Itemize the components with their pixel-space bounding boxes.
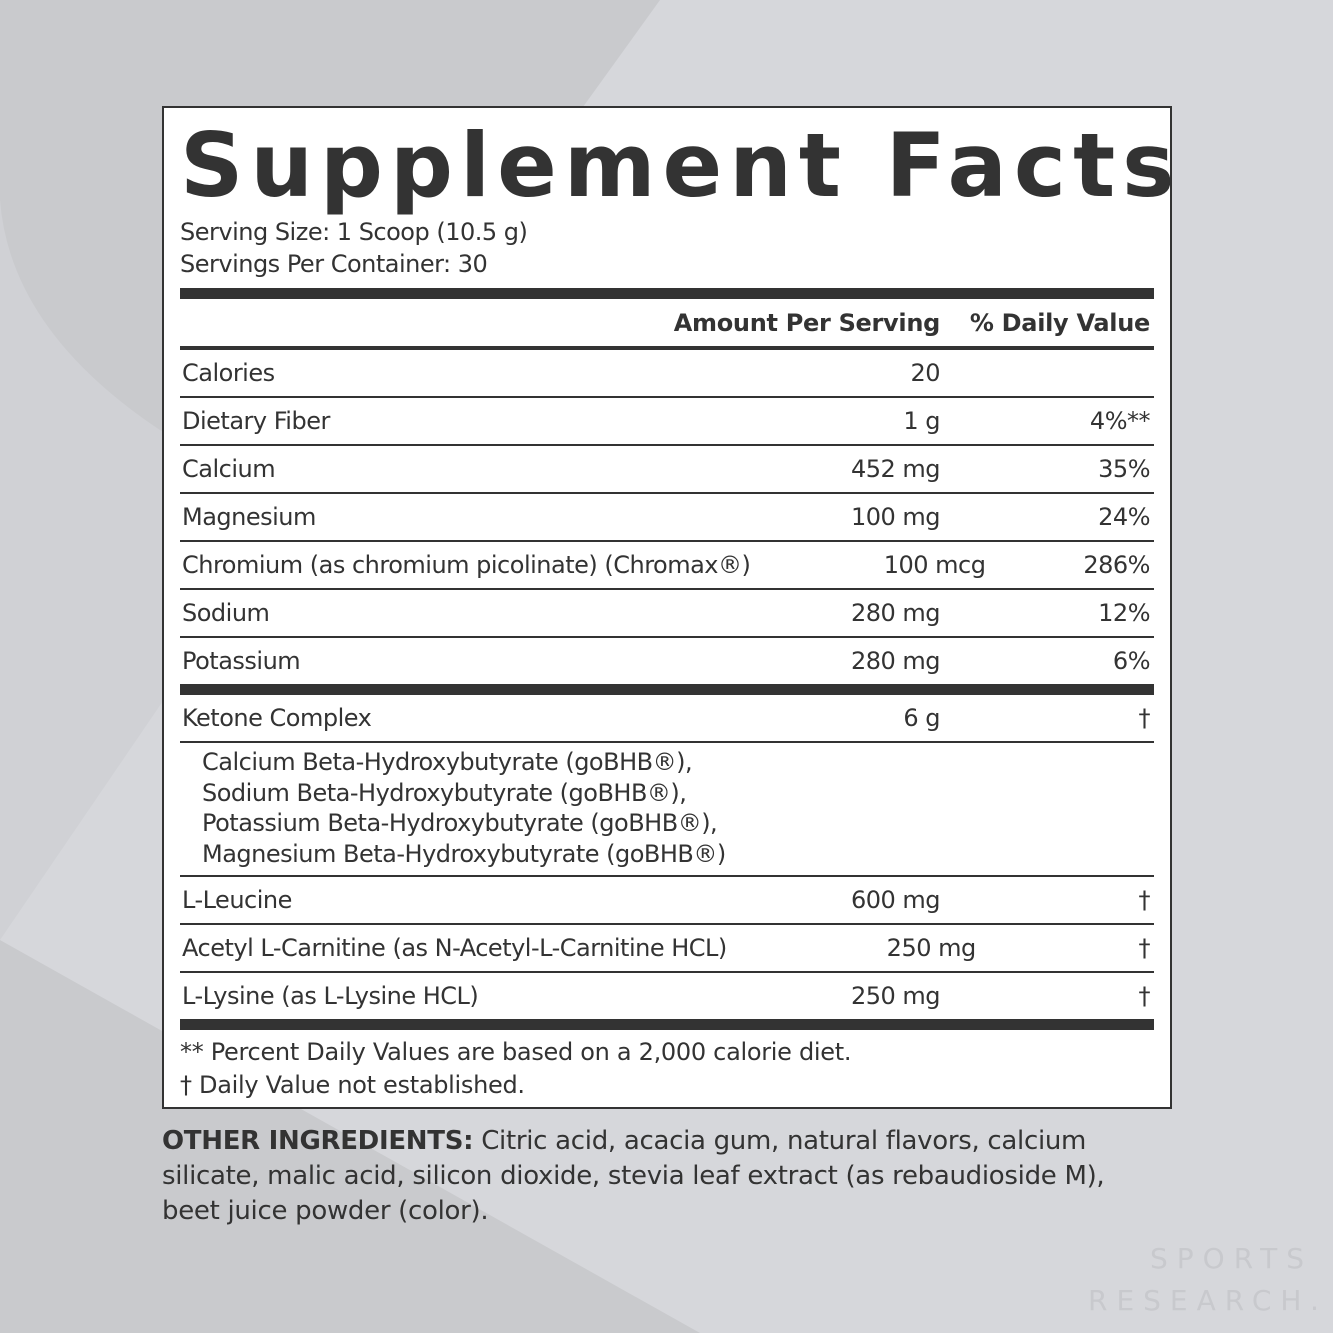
brand-line: RESEARCH.: [1088, 1284, 1328, 1317]
table-row: L-Leucine 600 mg †: [180, 877, 1154, 925]
table-row: Chromium (as chromium picolinate) (Chrom…: [180, 542, 1154, 590]
nutrient-name: Sodium: [182, 599, 270, 627]
nutrient-dv: 24%: [1098, 503, 1150, 531]
table-row: Ketone Complex 6 g †: [180, 695, 1154, 743]
table-row: Calories 20: [180, 350, 1154, 398]
nutrient-dv: †: [1138, 982, 1151, 1010]
nutrient-name: Magnesium: [182, 503, 316, 531]
nutrient-amount: 600 mg: [850, 886, 941, 914]
nutrient-name: Potassium: [182, 647, 301, 675]
nutrient-name: Chromium (as chromium picolinate) (Chrom…: [182, 551, 751, 579]
footnote: ** Percent Daily Values are based on a 2…: [180, 1038, 852, 1066]
divider: [180, 1019, 1154, 1030]
nutrient-name: Calories: [182, 359, 275, 387]
table-row: Calcium 452 mg 35%: [180, 446, 1154, 494]
other-ingredients-text: Citric acid, acacia gum, natural flavors…: [162, 1126, 1105, 1226]
nutrient-name: L-Leucine: [182, 886, 292, 914]
table-row: Dietary Fiber 1 g 4%**: [180, 398, 1154, 446]
serving-size: Serving Size: 1 Scoop (10.5 g): [180, 218, 528, 246]
nutrient-dv: 35%: [1098, 455, 1150, 483]
nutrient-name: Dietary Fiber: [182, 407, 330, 435]
table-row: Acetyl L-Carnitine (as N-Acetyl-L-Carnit…: [180, 925, 1154, 973]
nutrient-amount: 100 mg: [850, 503, 941, 531]
nutrient-name: Acetyl L-Carnitine (as N-Acetyl-L-Carnit…: [182, 934, 727, 962]
nutrient-amount: 280 mg: [850, 647, 941, 675]
other-ingredients-label: OTHER INGREDIENTS:: [162, 1126, 474, 1156]
table-header: Amount Per Serving % Daily Value: [180, 299, 1154, 350]
nutrient-amount: 1 g: [903, 407, 940, 435]
nutrient-amount: 6 g: [903, 704, 940, 732]
component: Potassium Beta-Hydroxybutyrate (goBHB®),: [202, 809, 718, 837]
nutrient-dv: 4%**: [1089, 407, 1151, 435]
divider: [180, 684, 1154, 695]
other-ingredients: OTHER INGREDIENTS: Citric acid, acacia g…: [162, 1124, 1142, 1229]
nutrient-dv: 12%: [1098, 599, 1150, 627]
brand-line: SPORTS: [1150, 1242, 1313, 1275]
ketone-components: Calcium Beta-Hydroxybutyrate (goBHB®), S…: [180, 743, 1154, 877]
component: Magnesium Beta-Hydroxybutyrate (goBHB®): [202, 839, 726, 868]
dv-header: % Daily Value: [969, 308, 1150, 337]
nutrient-dv: 6%: [1112, 647, 1151, 675]
nutrient-dv: 286%: [1083, 551, 1150, 579]
page-title: Supplement Facts: [180, 114, 1182, 217]
table-row: Magnesium 100 mg 24%: [180, 494, 1154, 542]
component: Calcium Beta-Hydroxybutyrate (goBHB®),: [202, 748, 693, 776]
amount-header: Amount Per Serving: [673, 308, 941, 337]
supplement-facts-panel: Supplement Facts Serving Size: 1 Scoop (…: [162, 106, 1182, 1109]
nutrient-name: Calcium: [182, 455, 276, 483]
nutrient-amount: 280 mg: [850, 599, 941, 627]
table-row: L-Lysine (as L-Lysine HCL) 250 mg †: [180, 973, 1154, 1019]
table-row: Sodium 280 mg 12%: [180, 590, 1154, 638]
nutrient-dv: †: [1138, 886, 1151, 914]
nutrient-name: L-Lysine (as L-Lysine HCL): [182, 982, 479, 1010]
nutrient-amount: 452 mg: [850, 455, 941, 483]
nutrient-amount: 100 mcg: [883, 551, 986, 579]
nutrient-name: Ketone Complex: [182, 704, 372, 732]
servings-per-container: Servings Per Container: 30: [180, 250, 488, 278]
brand-logo: SPORTS RESEARCH.: [1088, 1238, 1328, 1322]
nutrient-dv: †: [1138, 704, 1151, 732]
nutrient-amount: 20: [910, 359, 940, 387]
component: Sodium Beta-Hydroxybutyrate (goBHB®),: [202, 778, 687, 807]
table-row: Potassium 280 mg 6%: [180, 638, 1154, 684]
nutrient-amount: 250 mg: [886, 934, 977, 962]
divider: [180, 288, 1154, 299]
nutrient-dv: †: [1138, 934, 1151, 962]
footnotes: ** Percent Daily Values are based on a 2…: [180, 1030, 1154, 1102]
nutrient-amount: 250 mg: [850, 982, 941, 1010]
footnote: † Daily Value not established.: [180, 1071, 525, 1099]
